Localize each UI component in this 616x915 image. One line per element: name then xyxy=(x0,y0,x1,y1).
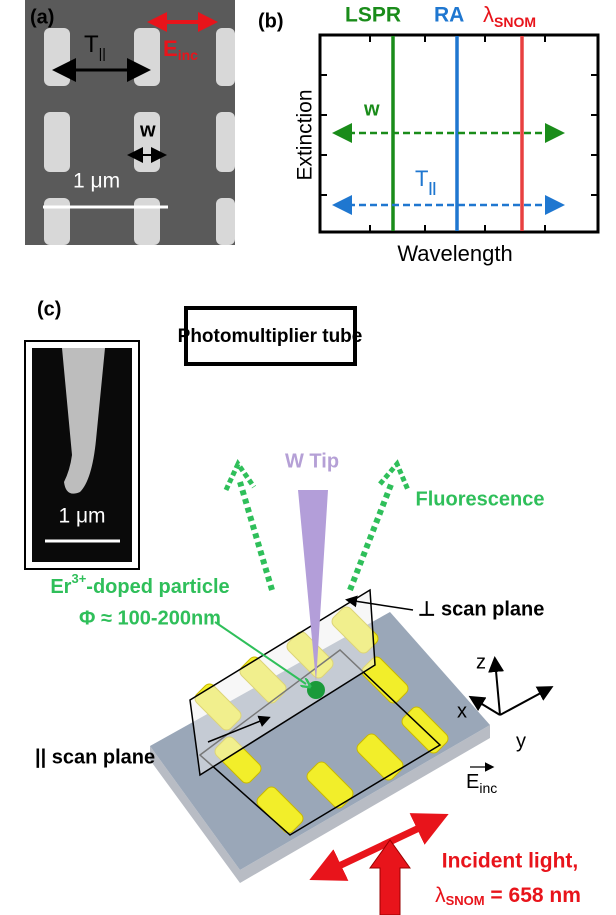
legend-lspr: LSPR xyxy=(345,4,401,27)
fluorescence-arrow xyxy=(240,482,272,590)
suffix: -doped particle xyxy=(86,576,229,598)
particle-size: Φ ≈ 100-200nm xyxy=(79,607,221,629)
axis-z: z xyxy=(476,651,486,673)
legend-ra: RA xyxy=(434,4,464,27)
arrow-head xyxy=(380,464,408,490)
subscript: inc xyxy=(178,47,198,63)
fluorescence-label: Fluorescence xyxy=(416,488,545,510)
perp-plane-label: ⊥ scan plane xyxy=(418,598,544,620)
axis-y: y xyxy=(516,730,526,752)
symbol: E xyxy=(466,771,479,793)
value: = 658 nm xyxy=(485,884,581,907)
figure: (a) T|| Einc w 1 μm (b) LSPR RA λSNOM Ex… xyxy=(0,0,616,915)
panel-a: (a) T|| Einc w 1 μm xyxy=(25,0,235,245)
panel-c: (c) Photomultiplier tube 1 μm W Tip Fluo… xyxy=(25,298,581,915)
subscript: SNOM xyxy=(494,14,536,30)
light-wavelength: λSNOM = 658 nm xyxy=(435,884,581,909)
symbol: E xyxy=(163,36,178,61)
width-label: w xyxy=(139,119,156,141)
detector-label: Photomultiplier tube xyxy=(178,326,363,347)
panel-label: (a) xyxy=(30,6,54,28)
subscript: || xyxy=(99,45,106,61)
particle-label: Er3+-doped particle xyxy=(50,571,229,598)
symbol: T xyxy=(84,31,99,58)
superscript: 3+ xyxy=(71,571,86,586)
particle xyxy=(307,681,325,699)
tip-label: W Tip xyxy=(285,450,339,472)
x-axis-label: Wavelength xyxy=(397,241,512,266)
period-label: T|| xyxy=(415,166,436,195)
panel-label: (c) xyxy=(37,298,61,320)
symbol: λ xyxy=(483,2,494,27)
y-axis-label: Extinction xyxy=(294,89,317,180)
width-label: w xyxy=(363,98,380,120)
par-plane-label: || scan plane xyxy=(35,746,155,768)
field-label: Einc xyxy=(466,771,497,795)
inset-scale-label: 1 μm xyxy=(58,505,105,528)
symbol: λ xyxy=(435,884,446,907)
axis-x: x xyxy=(457,700,467,722)
symbol: T xyxy=(415,166,428,191)
name: Er xyxy=(50,576,71,598)
subscript: inc xyxy=(479,780,497,796)
legend-snom: λSNOM xyxy=(483,2,536,30)
light-label: Incident light, xyxy=(442,850,579,873)
panel-label: (b) xyxy=(258,10,284,32)
subscript: || xyxy=(428,179,436,195)
fluorescence-arrow xyxy=(350,482,392,590)
panel-b: (b) LSPR RA λSNOM Extinction Wavelength … xyxy=(258,2,598,266)
scale-label: 1 μm xyxy=(73,170,120,193)
subscript: SNOM xyxy=(446,893,485,908)
